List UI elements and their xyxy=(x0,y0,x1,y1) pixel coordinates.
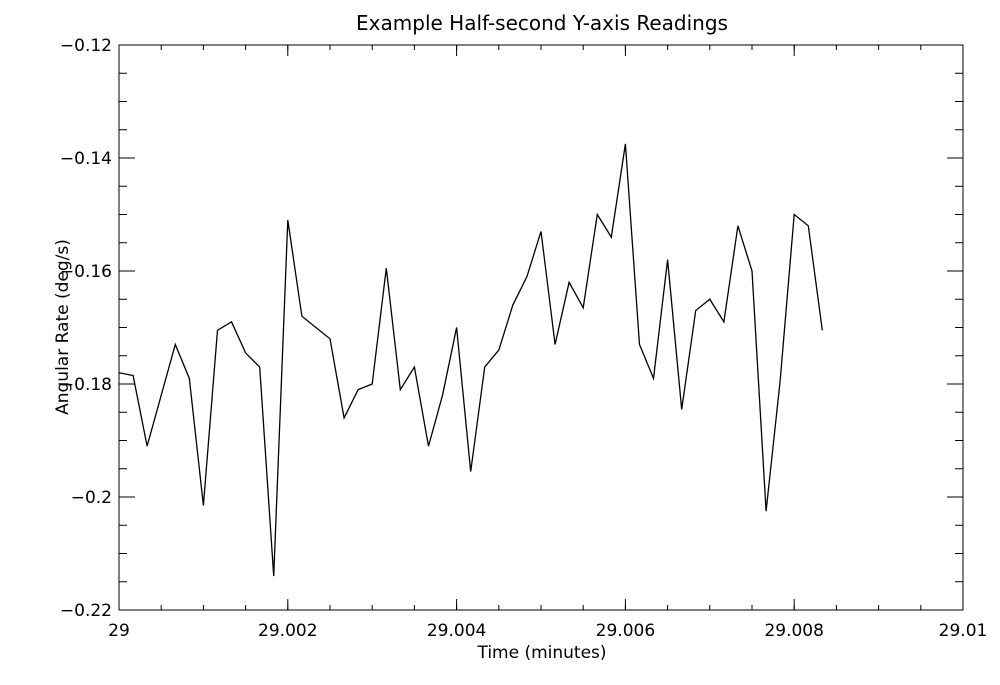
y-tick-label: −0.18 xyxy=(60,375,112,395)
x-tick-label: 29 xyxy=(108,621,130,641)
major-ticks xyxy=(118,44,964,611)
y-tick-labels: −0.22 −0.2 −0.18 −0.16 −0.14 −0.12 xyxy=(60,36,112,621)
plot-frame xyxy=(118,44,964,611)
y-tick-label: −0.14 xyxy=(60,149,112,169)
series-lines xyxy=(118,143,823,577)
series-line xyxy=(118,143,823,577)
x-tick-label: 29.004 xyxy=(427,621,486,641)
x-tick-label: 29.008 xyxy=(764,621,823,641)
y-tick-label: −0.12 xyxy=(60,36,112,56)
x-tick-label: 29.006 xyxy=(596,621,655,641)
chart-title: Example Half-second Y-axis Readings xyxy=(356,11,728,35)
y-axis-label: Angular Rate (deg/s) xyxy=(53,239,73,415)
y-tick-label: −0.16 xyxy=(60,262,112,282)
x-tick-labels: 29 29.002 29.004 29.006 29.008 29.01 xyxy=(108,621,987,641)
y-tick-label: −0.2 xyxy=(71,488,112,508)
x-tick-label: 29.002 xyxy=(258,621,317,641)
x-axis-label: Time (minutes) xyxy=(476,643,606,663)
x-tick-label: 29.01 xyxy=(939,621,988,641)
y-tick-label: −0.22 xyxy=(60,601,112,621)
minor-ticks xyxy=(118,44,964,611)
